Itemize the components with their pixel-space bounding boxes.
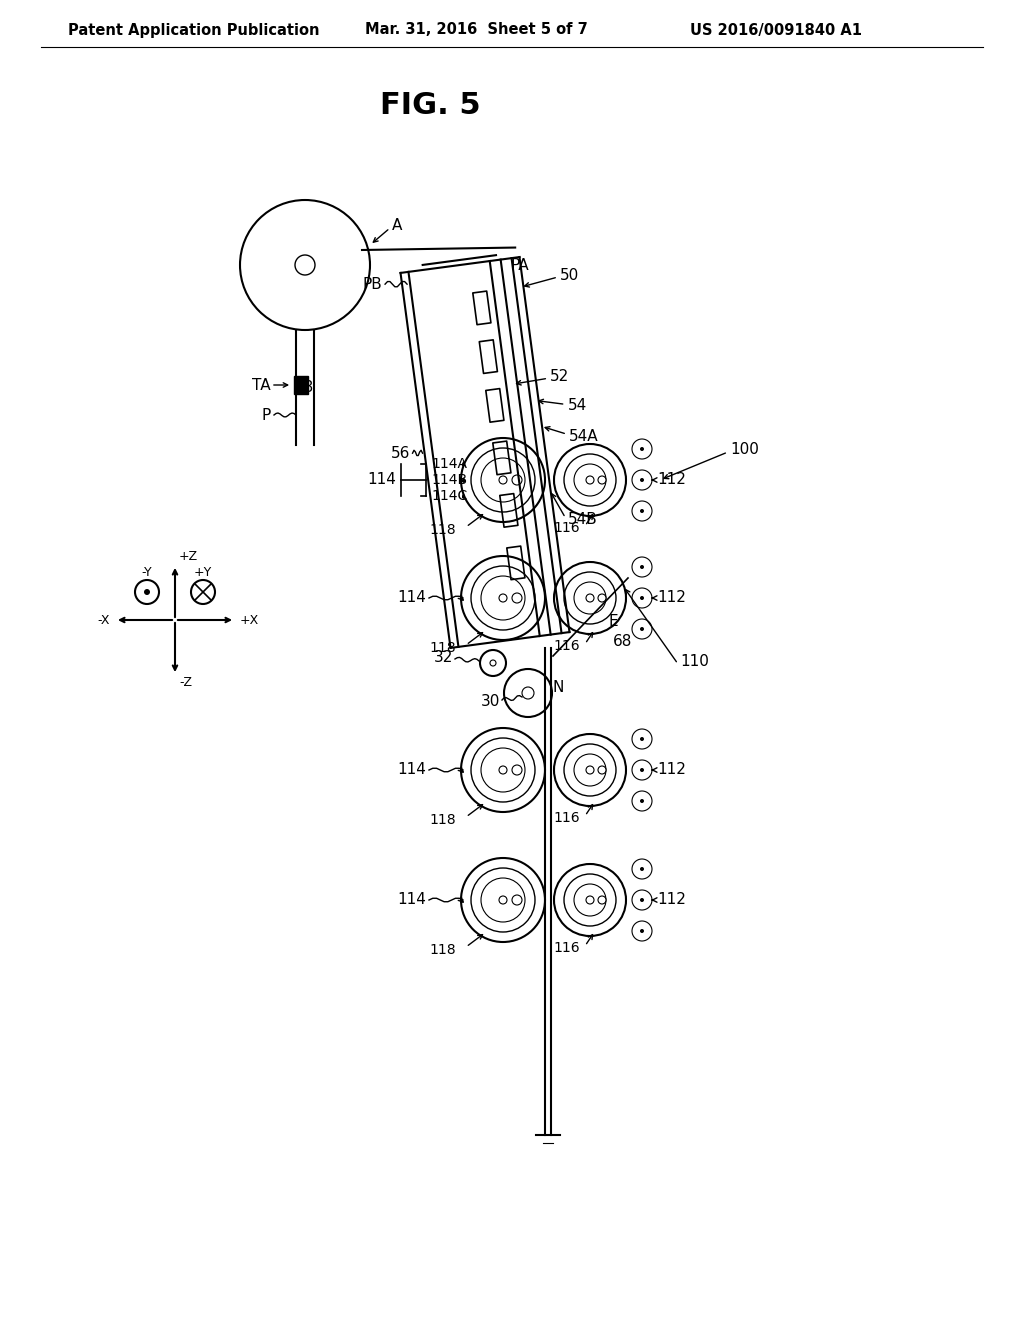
Circle shape <box>598 896 606 904</box>
Circle shape <box>499 896 507 904</box>
Text: 52: 52 <box>550 368 569 384</box>
Circle shape <box>640 627 644 631</box>
Circle shape <box>499 477 507 484</box>
Text: 118: 118 <box>429 942 456 957</box>
Text: 118: 118 <box>429 813 456 828</box>
Circle shape <box>499 766 507 774</box>
Circle shape <box>640 799 644 803</box>
Text: 114: 114 <box>397 892 426 908</box>
Text: 68: 68 <box>613 634 633 648</box>
Circle shape <box>640 478 644 482</box>
Circle shape <box>512 593 522 603</box>
Text: 110: 110 <box>680 655 709 669</box>
Text: Patent Application Publication: Patent Application Publication <box>68 22 319 37</box>
Text: 112: 112 <box>657 473 686 487</box>
Text: TA: TA <box>252 378 271 392</box>
Text: 116: 116 <box>553 521 580 535</box>
Text: 28: 28 <box>295 380 314 396</box>
Text: 114: 114 <box>368 473 396 487</box>
Text: 114B: 114B <box>431 473 467 487</box>
Circle shape <box>598 594 606 602</box>
Circle shape <box>135 579 159 605</box>
Text: -X: -X <box>97 614 110 627</box>
Circle shape <box>191 579 215 605</box>
Text: 118: 118 <box>429 642 456 655</box>
Text: 114: 114 <box>397 590 426 606</box>
Text: 114: 114 <box>397 763 426 777</box>
Circle shape <box>640 565 644 569</box>
Text: 116: 116 <box>553 810 580 825</box>
Circle shape <box>640 510 644 513</box>
Text: -Y: -Y <box>141 565 153 578</box>
Text: +Z: +Z <box>179 550 198 564</box>
Text: 114C: 114C <box>431 488 467 503</box>
Text: PA: PA <box>511 259 529 273</box>
Text: -Z: -Z <box>179 676 193 689</box>
Circle shape <box>586 896 594 904</box>
Text: 56: 56 <box>391 446 411 461</box>
Circle shape <box>598 477 606 484</box>
Text: Mar. 31, 2016  Sheet 5 of 7: Mar. 31, 2016 Sheet 5 of 7 <box>365 22 588 37</box>
Circle shape <box>586 766 594 774</box>
Text: 118: 118 <box>429 523 456 537</box>
Circle shape <box>512 895 522 906</box>
Circle shape <box>640 898 644 902</box>
Text: PB: PB <box>362 277 382 292</box>
Circle shape <box>144 589 150 595</box>
Text: 116: 116 <box>553 941 580 954</box>
Text: 50: 50 <box>560 268 580 282</box>
Circle shape <box>640 929 644 933</box>
Circle shape <box>499 594 507 602</box>
Circle shape <box>640 768 644 772</box>
Text: 114A: 114A <box>431 457 467 471</box>
Text: P: P <box>262 408 271 422</box>
Text: N: N <box>553 681 564 696</box>
Circle shape <box>640 867 644 871</box>
Circle shape <box>512 766 522 775</box>
Bar <box>294 376 308 393</box>
Text: 54: 54 <box>567 397 587 413</box>
Text: 112: 112 <box>657 892 686 908</box>
Circle shape <box>640 447 644 451</box>
Text: 112: 112 <box>657 590 686 606</box>
Text: +X: +X <box>240 614 259 627</box>
Text: E: E <box>608 614 617 628</box>
Text: 54A: 54A <box>569 429 599 444</box>
Circle shape <box>586 594 594 602</box>
Circle shape <box>586 477 594 484</box>
Text: 100: 100 <box>730 442 759 458</box>
Circle shape <box>640 737 644 741</box>
Text: FIG. 5: FIG. 5 <box>380 91 480 120</box>
Text: 30: 30 <box>480 693 500 709</box>
Text: 112: 112 <box>657 763 686 777</box>
Circle shape <box>512 475 522 484</box>
Text: 32: 32 <box>433 651 453 665</box>
Text: 54B: 54B <box>567 512 597 528</box>
Text: 116: 116 <box>553 639 580 653</box>
Circle shape <box>598 766 606 774</box>
Text: +Y: +Y <box>194 565 212 578</box>
Circle shape <box>640 597 644 601</box>
Text: US 2016/0091840 A1: US 2016/0091840 A1 <box>690 22 862 37</box>
Text: A: A <box>392 218 402 232</box>
